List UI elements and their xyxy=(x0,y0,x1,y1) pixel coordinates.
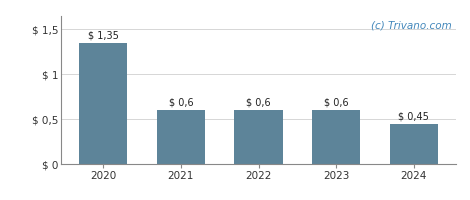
Text: $ 1,35: $ 1,35 xyxy=(88,31,118,41)
Text: $ 0,6: $ 0,6 xyxy=(324,98,348,108)
Bar xyxy=(390,124,438,164)
Bar xyxy=(157,110,205,164)
Bar xyxy=(235,110,282,164)
Bar xyxy=(79,43,127,164)
Text: $ 0,6: $ 0,6 xyxy=(169,98,193,108)
Text: $ 0,45: $ 0,45 xyxy=(399,111,429,121)
Text: $ 0,6: $ 0,6 xyxy=(246,98,271,108)
Bar xyxy=(312,110,360,164)
Text: (c) Trivano.com: (c) Trivano.com xyxy=(371,20,452,30)
